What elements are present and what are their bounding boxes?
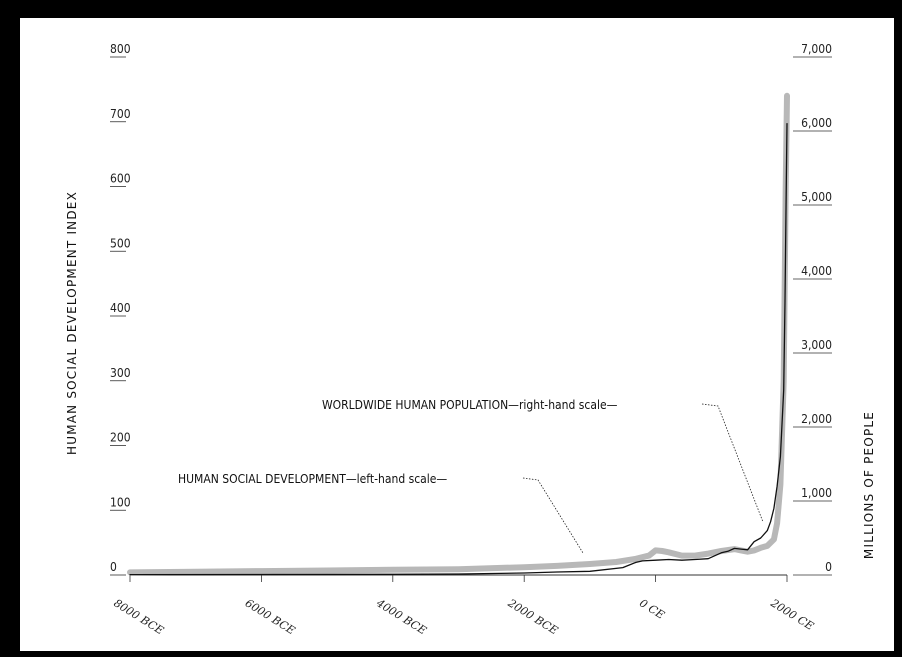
x-tick-label: 2000 BCE <box>505 596 560 637</box>
y-axis-left-title: HUMAN SOCIAL DEVELOPMENT INDEX <box>65 191 79 455</box>
y-left-tick-label: 700 <box>110 107 131 121</box>
y-right-tick-label: 7,000 <box>801 42 832 56</box>
annotation-population-text: WORLDWIDE HUMAN POPULATION—right-hand sc… <box>322 398 618 412</box>
chart-frame: 0 100 200 300 400 500 600 700 800 0 1,000 2,000 3,0… <box>20 18 894 651</box>
x-tick-label: 4000 BCE <box>373 596 428 637</box>
chart-svg: 0 100 200 300 400 500 600 700 800 0 1,000 2,000 3,0… <box>65 42 876 638</box>
y-left-tick-label: 500 <box>110 236 131 250</box>
series-line-social-development <box>127 92 790 576</box>
x-axis: 8000 BCE 6000 BCE 4000 BCE 2000 BCE 0 CE 2000… <box>111 574 816 638</box>
y-left-tick-label: 100 <box>110 495 131 509</box>
y-right-tick-label: 5,000 <box>801 190 832 204</box>
series-layer <box>127 92 790 576</box>
y-left-tick-label: 800 <box>110 42 131 56</box>
y-left-tick-label: 300 <box>110 366 131 380</box>
series-line-population <box>129 122 788 576</box>
y-right-tick-label: 3,000 <box>801 338 832 352</box>
y-right-tick-label: 0 <box>825 560 832 574</box>
x-tick-label: 0 CE <box>637 597 667 622</box>
y-right-tick-label: 6,000 <box>801 116 832 130</box>
annotation-population-leader <box>701 403 764 523</box>
y-axis-left: 0 100 200 300 400 500 600 700 800 <box>110 42 131 576</box>
y-right-tick-label: 4,000 <box>801 264 832 278</box>
annotation-development: HUMAN SOCIAL DEVELOPMENT—left-hand scale… <box>178 472 584 554</box>
y-left-tick-label: 0 <box>110 560 117 574</box>
annotation-development-leader <box>522 477 584 554</box>
annotation-population: WORLDWIDE HUMAN POPULATION—right-hand sc… <box>322 398 764 523</box>
annotation-development-text: HUMAN SOCIAL DEVELOPMENT—left-hand scale… <box>178 472 447 486</box>
y-right-tick-label: 2,000 <box>801 412 832 426</box>
y-axis-right: 0 1,000 2,000 3,000 4,000 5,000 6,000 7,000 <box>793 42 832 576</box>
y-right-tick-label: 1,000 <box>801 486 832 500</box>
y-left-tick-label: 400 <box>110 301 131 315</box>
x-tick-label: 8000 BCE <box>111 597 166 638</box>
x-tick-label: 2000 CE <box>768 596 816 633</box>
y-axis-right-title: MILLIONS OF PEOPLE <box>862 411 876 559</box>
x-tick-label: 6000 BCE <box>243 597 298 638</box>
y-left-tick-label: 600 <box>110 172 131 186</box>
y-left-tick-label: 200 <box>110 431 131 445</box>
